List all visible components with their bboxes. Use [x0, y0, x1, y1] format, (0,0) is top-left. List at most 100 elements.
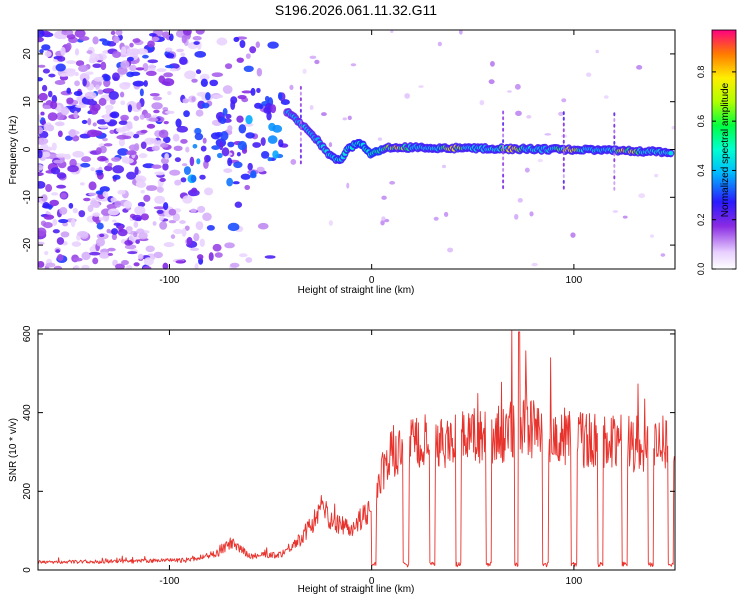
spectrogram-noise-cell	[256, 67, 263, 77]
spectrogram-noise-cell	[163, 72, 174, 78]
spectrogram-noise-cell	[144, 112, 152, 119]
spectrogram-noise-cell	[222, 85, 233, 94]
spectrogram-noise-cell	[46, 124, 55, 132]
spectrogram-noise-cell	[77, 230, 89, 237]
spectrogram-noise-cell	[224, 242, 235, 249]
spectrogram-noise-cell	[39, 49, 44, 54]
spectrogram-streak-cell	[299, 103, 302, 108]
spectrogram-noise-cell	[112, 174, 121, 180]
spectrogram-noise-cell	[179, 220, 186, 224]
spectrogram-streak-cell	[502, 116, 505, 121]
spectrogram-streak-cell	[502, 144, 505, 149]
spectrogram-noise-cell	[185, 146, 190, 153]
spectrogram-signal-cell	[226, 177, 234, 187]
spectrogram-signal-cell	[237, 140, 247, 151]
spectrogram-noise-cell	[100, 157, 109, 161]
spectrogram-noise-cell	[636, 65, 643, 70]
spectrogram-noise-cell	[162, 262, 169, 269]
spectrogram-noise-cell	[41, 44, 51, 51]
spectrogram-streak-cell	[562, 179, 565, 184]
spectrogram-noise-cell	[58, 219, 69, 224]
spectrogram-signal-cell	[267, 157, 272, 162]
spectrogram-noise-cell	[142, 62, 149, 72]
spectrogram-noise-cell	[154, 171, 165, 176]
spectrogram-noise-cell	[38, 92, 48, 101]
spectrogram-cells	[38, 30, 675, 269]
spectrogram-streak-cell	[502, 110, 505, 115]
spectrogram-noise-cell	[202, 212, 212, 221]
spectrogram-noise-cell	[55, 249, 61, 253]
spectrogram-noise-cell	[56, 153, 67, 158]
spectrogram-noise-cell	[78, 36, 90, 41]
spectrogram-noise-cell	[101, 40, 112, 46]
spectrogram-noise-cell	[192, 35, 202, 41]
spectrogram-signal-cell	[252, 142, 262, 148]
spectrogram-noise-cell	[42, 68, 50, 74]
spectrogram-noise-cell	[105, 104, 114, 111]
spectrogram-noise-cell	[243, 65, 254, 73]
snr-xtick-label: -100	[159, 576, 179, 587]
spectrogram-noise-cell	[234, 201, 243, 208]
spectrogram-noise-cell	[654, 173, 659, 178]
spectrogram-signal-cell	[216, 152, 223, 159]
spectrogram-noise-cell	[73, 90, 83, 96]
spectrogram-noise-cell	[209, 79, 219, 87]
spectrogram-streak-cell	[562, 156, 565, 161]
spectrogram-noise-cell	[56, 172, 67, 179]
spectrogram-streak-cell	[502, 185, 505, 190]
spectrogram-noise-cell	[459, 30, 463, 35]
spectrogram-noise-cell	[514, 83, 521, 90]
spectrogram-noise-cell	[404, 93, 410, 99]
spectrogram-streak-cell	[613, 117, 616, 122]
spectrogram-streak-cell	[562, 185, 565, 190]
spectrogram-streak-cell	[502, 121, 505, 126]
spectrogram-noise-cell	[38, 181, 46, 189]
spectrogram-signal-cell	[267, 135, 278, 144]
spectrogram-signal-cell	[194, 127, 202, 135]
spectrogram-noise-cell	[193, 41, 200, 45]
spectrogram-noise-cell	[638, 193, 646, 199]
spectrogram-noise-cell	[381, 216, 386, 221]
spectrogram-noise-cell	[78, 210, 86, 218]
spectrogram-noise-cell	[120, 60, 130, 69]
spectrogram-noise-cell	[87, 204, 94, 213]
spectrogram-noise-cell	[85, 71, 94, 75]
spectrogram-noise-cell	[595, 49, 599, 54]
spectrogram-noise-cell	[189, 247, 200, 252]
spectrogram-signal-cell	[272, 124, 283, 133]
spectrogram-noise-cell	[149, 92, 160, 97]
spectrogram-noise-cell	[38, 77, 43, 82]
spectrogram-noise-cell	[110, 197, 117, 203]
spectrogram-noise-cell	[173, 145, 183, 152]
spectrogram-noise-cell	[264, 255, 276, 259]
spectrogram-streak-cell	[299, 137, 302, 142]
spectrogram-streak-cell	[613, 146, 616, 151]
spectrogram-noise-cell	[69, 158, 77, 168]
spectrogram-noise-cell	[53, 265, 63, 269]
spectrogram-signal-cell	[211, 145, 220, 150]
spectrogram-streak-cell	[613, 152, 616, 157]
spectrogram-noise-cell	[309, 55, 317, 59]
spectrogram-signal-cell	[189, 156, 195, 167]
spectrogram-signal-cell	[245, 114, 253, 125]
spectrogram-noise-cell	[105, 109, 112, 115]
spectrogram-noise-cell	[223, 168, 233, 173]
spectrogram-noise-cell	[167, 91, 172, 96]
spectrogram-noise-cell	[239, 253, 248, 258]
spectrogram-noise-cell	[212, 243, 222, 252]
spectrogram-signal-cell	[270, 104, 277, 114]
spectrogram-noise-cell	[570, 232, 576, 238]
colorbar: 0.0 0.2 0.4 0.6 0.8 Normalized spectral ampl…	[696, 29, 737, 275]
spectrogram-streak-cell	[562, 168, 565, 173]
snr-ytick-label: 0	[22, 567, 33, 573]
spectrogram-noise-cell	[153, 206, 165, 210]
spectrogram-noise-cell	[103, 74, 111, 82]
spectrogram-noise-cell	[244, 122, 254, 127]
spectrogram-noise-cell	[328, 220, 334, 226]
spectrogram-noise-cell	[70, 218, 76, 228]
spectrogram-noise-cell	[151, 102, 163, 110]
spectrogram-noise-cell	[50, 100, 58, 110]
spectrogram-noise-cell	[200, 78, 208, 87]
spectrogram-streak-cell	[613, 169, 616, 174]
